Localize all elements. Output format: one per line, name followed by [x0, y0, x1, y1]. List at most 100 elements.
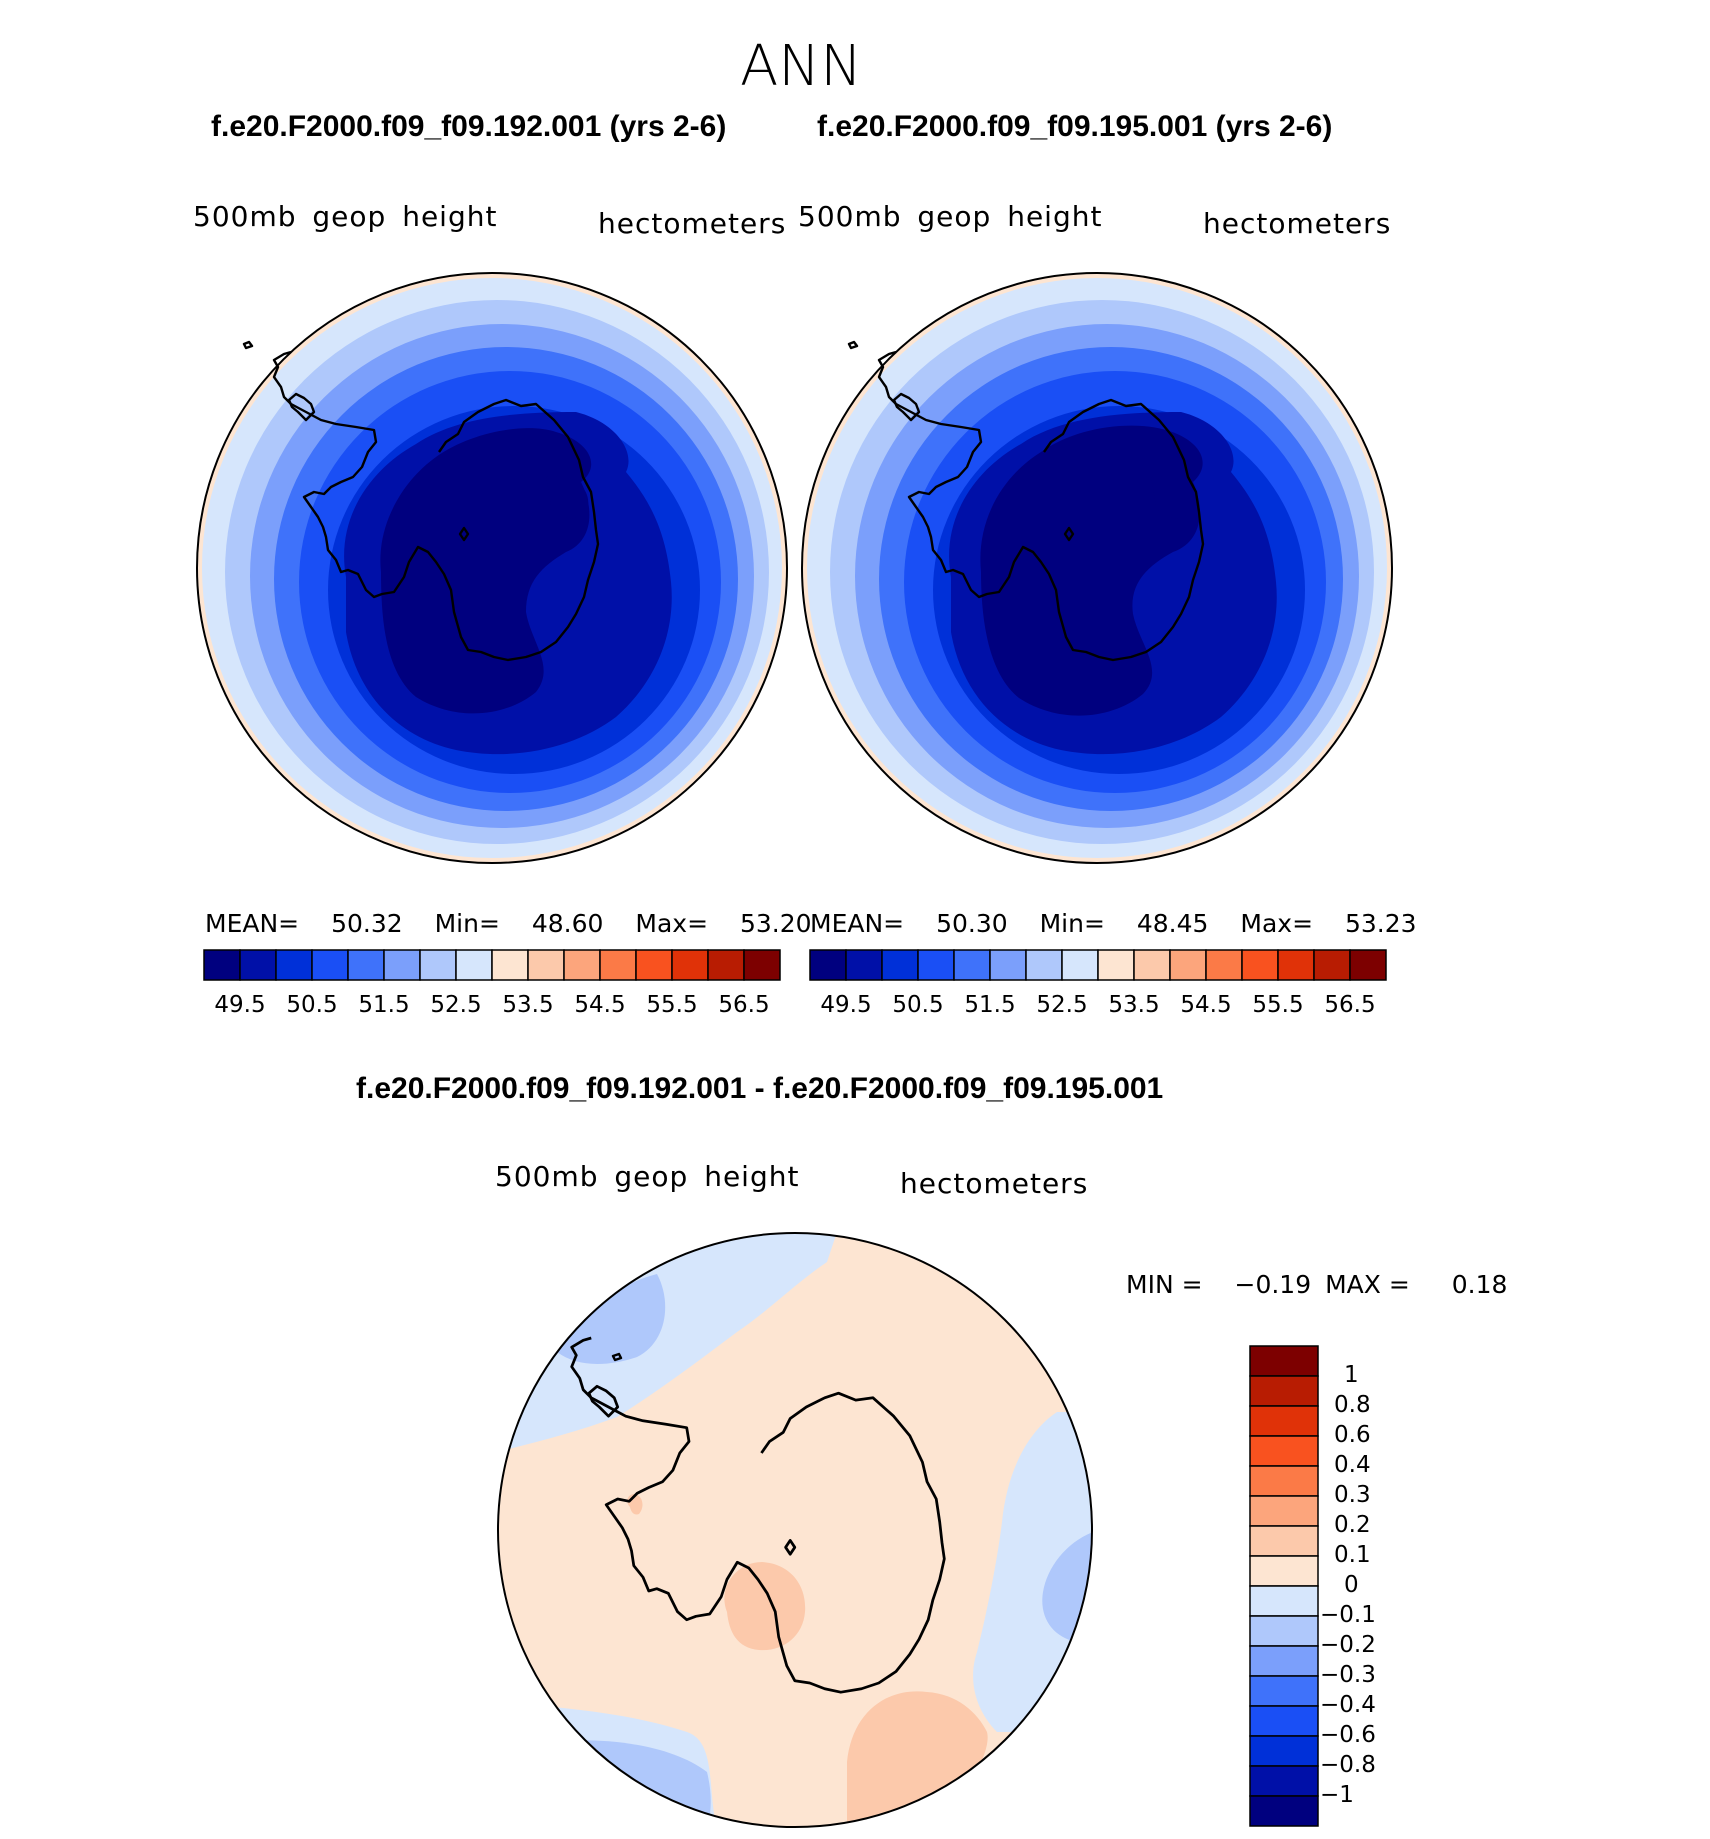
colorbar-tick-label: 53.5: [1108, 992, 1160, 1018]
panel2-mean-value: 50.30: [936, 909, 1008, 938]
colorbar-tick-label: −0.6: [1320, 1722, 1376, 1748]
panel1-min-label: Min=: [434, 909, 500, 938]
colorbar-tick-label: −1: [1320, 1782, 1354, 1808]
colorbar-swatch: [671, 949, 709, 981]
colorbar-swatch: [419, 949, 457, 981]
panel3-units-label: hectometers: [900, 1167, 1089, 1200]
colorbar-swatch: [1205, 949, 1243, 981]
panel3-variable-label: 500mb geop height: [495, 1160, 800, 1193]
colorbar-swatch: [1249, 1525, 1319, 1557]
diff-max-value: 0.18: [1451, 1270, 1508, 1299]
colorbar-tick-label: 0.4: [1334, 1452, 1371, 1478]
panel1-variable-label: 500mb geop height: [193, 200, 498, 233]
colorbar-swatch: [917, 949, 955, 981]
colorbar-tick-label: 54.5: [1180, 992, 1232, 1018]
panel1-max-label: Max=: [635, 909, 709, 938]
colorbar-swatch: [989, 949, 1027, 981]
colorbar-swatch: [599, 949, 637, 981]
panel1-units-label: hectometers: [598, 207, 787, 240]
island-1: [458, 526, 470, 542]
colorbar-tick-label: 0.2: [1334, 1512, 1371, 1538]
colorbar-swatch: [1313, 949, 1351, 981]
colorbar-tick-label: 0: [1344, 1572, 1359, 1598]
colorbar-tick-label: 54.5: [574, 992, 626, 1018]
colorbar-tick-label: 49.5: [820, 992, 872, 1018]
colorbar-swatch: [1277, 949, 1315, 981]
colorbar-tick-label: 1: [1344, 1362, 1359, 1388]
colorbar-tick-label: 49.5: [214, 992, 266, 1018]
colorbar-swatch: [203, 949, 241, 981]
colorbar-swatch: [707, 949, 745, 981]
case2-title: f.e20.F2000.f09_f09.195.001 (yrs 2-6): [817, 110, 1333, 143]
colorbar-swatch: [1249, 1795, 1319, 1827]
colorbar-swatch: [527, 949, 565, 981]
colorbar-swatch: [1249, 1555, 1319, 1587]
colorbar-swatch: [1097, 949, 1135, 981]
panel2-units-label: hectometers: [1203, 207, 1392, 240]
colorbar-tick-label: −0.3: [1320, 1662, 1376, 1688]
colorbar-ticks-panel-2: 49.5 50.5 51.5 52.5 53.5 54.5 55.5 56.5: [810, 992, 1386, 1022]
colorbar-swatch: [1249, 1705, 1319, 1737]
colorbar-swatch: [1249, 1615, 1319, 1647]
panel2-min-label: Min=: [1039, 909, 1105, 938]
peninsula-tip-1: [287, 392, 316, 422]
colorbar-swatch: [743, 949, 781, 981]
colorbar-swatch: [1249, 1405, 1319, 1437]
panel1-max-value: 53.20: [740, 909, 812, 938]
antarctica-coastline-1: [272, 350, 600, 662]
contour-49.0-east: [1151, 476, 1194, 519]
contour-neg0.1-east: [973, 1412, 1092, 1732]
island-2: [242, 340, 254, 350]
colorbar-swatch: [1025, 949, 1063, 981]
panel2-mean-label: MEAN=: [810, 909, 905, 938]
map-panel-1: [196, 272, 788, 864]
panel2-variable-label: 500mb geop height: [798, 200, 1103, 233]
colorbar-swatch: [455, 949, 493, 981]
map-panel-2: [801, 272, 1393, 864]
contour-49.0-east: [546, 476, 589, 519]
colorbar-tick-label: 0.1: [1334, 1542, 1371, 1568]
colorbar-tick-label: 0.6: [1334, 1422, 1371, 1448]
contour-0.1-south: [847, 1691, 988, 1827]
colorbar-tick-label: 51.5: [964, 992, 1016, 1018]
colorbar-tick-label: −0.2: [1320, 1632, 1376, 1658]
colorbar-swatch: [1249, 1765, 1319, 1797]
colorbar-ticks-panel-1: 49.5 50.5 51.5 52.5 53.5 54.5 55.5 56.5: [204, 992, 780, 1022]
colorbar-swatch: [1249, 1375, 1319, 1407]
season-title: ANN: [740, 34, 863, 99]
panel2-min-value: 48.45: [1136, 909, 1209, 938]
island-6: [611, 1352, 623, 1362]
colorbar-tick-label: 51.5: [358, 992, 410, 1018]
colorbar-swatch: [845, 949, 883, 981]
diff-title: f.e20.F2000.f09_f09.192.001 - f.e20.F200…: [356, 1072, 1164, 1105]
colorbar-tick-label: 56.5: [1324, 992, 1376, 1018]
colorbar-swatch: [1249, 1345, 1319, 1377]
case1-title: f.e20.F2000.f09_f09.192.001 (yrs 2-6): [211, 110, 727, 143]
map-panel-diff: [497, 1232, 1093, 1828]
colorbar-swatch: [1061, 949, 1099, 981]
colorbar-swatch: [809, 949, 847, 981]
colorbar-tick-label: 55.5: [646, 992, 698, 1018]
colorbar-tick-label: −0.4: [1320, 1692, 1376, 1718]
colorbar-swatch: [275, 949, 313, 981]
panel1-min-value: 48.60: [531, 909, 604, 938]
colorbar-tick-label: 0.8: [1334, 1392, 1371, 1418]
colorbar-tick-label: 52.5: [430, 992, 482, 1018]
colorbar-swatch: [239, 949, 277, 981]
diff-stats: MIN = −0.19 MAX = 0.18: [1126, 1270, 1507, 1299]
antarctica-coastline-diff: [570, 1336, 946, 1694]
colorbar-tick-label: 0.3: [1334, 1482, 1371, 1508]
colorbar-diff: [1249, 1345, 1319, 1827]
contour-0.1-center: [724, 1562, 806, 1651]
colorbar-tick-label: −0.1: [1320, 1602, 1376, 1628]
colorbar-swatch: [347, 949, 385, 981]
contour-49.0: [980, 425, 1203, 716]
colorbar-swatch: [1249, 1675, 1319, 1707]
colorbar-swatch: [1241, 949, 1279, 981]
colorbar-swatch: [383, 949, 421, 981]
colorbar-swatch: [1249, 1465, 1319, 1497]
contour-49.0: [380, 428, 592, 714]
colorbar-ticks-diff: 1 0.8 0.6 0.4 0.3 0.2 0.1 0 −0.1 −0.2 −0.3 −0.4 −0.6…: [1320, 1346, 1442, 1826]
colorbar-panel-2: [809, 949, 1387, 981]
colorbar-swatch: [311, 949, 349, 981]
